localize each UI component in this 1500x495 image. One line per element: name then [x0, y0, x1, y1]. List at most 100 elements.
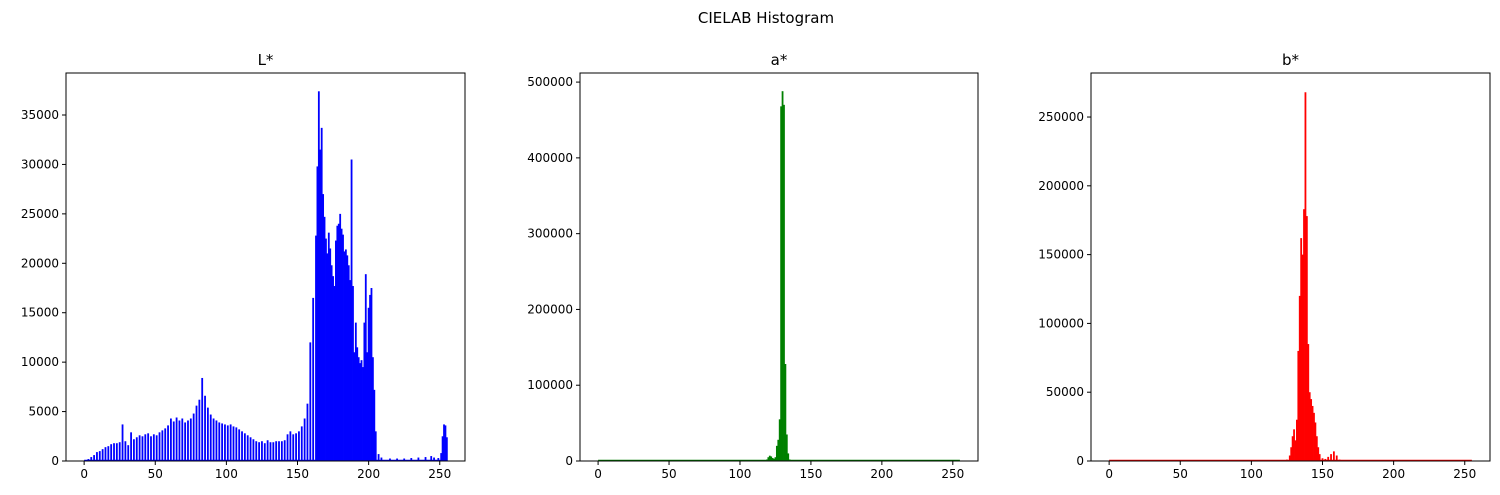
plot-area — [580, 73, 978, 461]
histogram-bar — [135, 437, 138, 461]
histogram-bar — [147, 433, 150, 461]
histogram-bar — [218, 422, 221, 461]
y-tick-label: 100000 — [1038, 316, 1084, 330]
histogram-bar — [337, 223, 340, 461]
y-tick-label: 500000 — [527, 75, 573, 89]
histogram-bar — [130, 432, 132, 461]
histogram-bar — [354, 322, 357, 461]
histogram-bar — [255, 441, 258, 461]
histogram-bar — [362, 367, 364, 461]
histogram-bar — [1332, 451, 1335, 461]
y-tick-label: 0 — [565, 454, 573, 468]
histogram-bar — [315, 235, 317, 461]
histogram-bar — [396, 458, 398, 461]
histogram-bar — [787, 453, 790, 461]
histogram-bar — [783, 104, 785, 461]
histogram-bar — [1321, 458, 1324, 461]
histogram-bar — [204, 395, 206, 461]
histogram-bar — [206, 407, 209, 461]
histogram-bar — [1307, 344, 1310, 461]
histogram-bar — [212, 418, 215, 461]
histogram-bar — [209, 414, 212, 461]
y-tick-label: 35000 — [21, 108, 59, 122]
histogram-bar — [158, 432, 161, 461]
histogram-panel-1: L* 0 50 100 150 200 250 0 5000 10000 15000 20000 250… — [21, 51, 466, 481]
histogram-panel-2: a* 0 50 100 150 200 250 0 100000 200000 300000 4000… — [527, 51, 979, 481]
histogram-bar — [280, 441, 283, 461]
histogram-bar — [243, 433, 246, 461]
histogram-bar — [441, 436, 444, 461]
histogram-bar — [353, 352, 356, 461]
histogram-bar — [775, 445, 778, 461]
histogram-bar — [359, 363, 361, 461]
histogram-bar — [101, 449, 104, 461]
histogram-bar — [189, 418, 192, 461]
x-tick-label: 100 — [729, 467, 752, 481]
histogram-bar — [333, 286, 336, 461]
histogram-bar — [403, 458, 406, 461]
y-tick-label: 50000 — [1046, 385, 1084, 399]
histogram-bar — [364, 274, 367, 461]
histogram-bar — [1297, 350, 1300, 461]
histogram-bar — [1308, 392, 1311, 461]
histogram-bar — [1296, 419, 1298, 461]
histogram-bar — [373, 389, 376, 461]
histogram-bar — [235, 427, 238, 461]
histogram-bar — [1304, 92, 1307, 461]
histogram-bar — [1335, 455, 1338, 461]
histogram-bar — [352, 286, 354, 461]
histogram-bar — [322, 194, 325, 461]
histogram-bar — [1300, 238, 1303, 461]
x-tick-label: 0 — [80, 467, 88, 481]
histogram-bar — [292, 434, 295, 461]
histogram-bar — [1310, 399, 1313, 461]
histogram-bar — [263, 443, 266, 461]
y-tick-label: 0 — [51, 454, 59, 468]
axes-frame — [1090, 72, 1491, 462]
histogram-bar — [90, 457, 93, 461]
histogram-bar — [172, 421, 175, 461]
x-tick-label: 150 — [1311, 467, 1334, 481]
histogram-bar — [350, 159, 353, 461]
histogram-bar — [241, 431, 243, 461]
histogram-bar — [1318, 454, 1321, 461]
histogram-bar — [275, 441, 278, 461]
histogram-bar — [1294, 440, 1297, 461]
x-tick-label: 0 — [594, 467, 602, 481]
histogram-bar — [1291, 436, 1294, 461]
histogram-bar — [246, 435, 249, 461]
histogram-bar — [372, 357, 374, 461]
histogram-bar — [781, 91, 784, 461]
histogram-bar — [252, 439, 255, 461]
histogram-bar — [319, 149, 322, 462]
histogram-bar — [327, 232, 330, 461]
y-tick-label: 150000 — [1038, 248, 1084, 262]
histogram-bar — [303, 418, 306, 461]
x-tick-label: 150 — [799, 467, 822, 481]
histogram-bar — [181, 418, 184, 461]
histogram-bar — [363, 322, 366, 461]
x-tick-label: 100 — [1240, 467, 1263, 481]
panel-title: b* — [1282, 51, 1300, 69]
histogram-bar — [238, 429, 241, 461]
panel-title: a* — [771, 51, 788, 69]
histogram-bar — [339, 213, 342, 461]
histogram-bar — [1290, 447, 1293, 461]
y-tick-label: 400000 — [527, 151, 573, 165]
histogram-bar — [124, 441, 127, 461]
histogram-bar — [367, 307, 370, 461]
histogram-bar — [340, 228, 343, 461]
histogram-bar — [161, 430, 164, 461]
histogram-bar — [316, 166, 319, 462]
histogram-bar — [330, 265, 333, 461]
histogram-bar — [329, 248, 332, 461]
y-tick-label: 0 — [1076, 454, 1084, 468]
histogram-bar — [249, 437, 252, 461]
histogram-bar — [444, 425, 447, 461]
histogram-bar — [767, 457, 770, 461]
histogram-bar — [1293, 429, 1295, 461]
histogram-bar — [360, 360, 363, 461]
figure-title: CIELAB Histogram — [698, 9, 834, 27]
histogram-bar — [266, 440, 269, 461]
